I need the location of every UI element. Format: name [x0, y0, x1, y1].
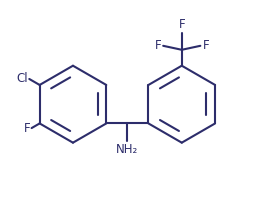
- Text: F: F: [24, 122, 30, 135]
- Text: F: F: [202, 39, 209, 52]
- Text: Cl: Cl: [16, 72, 28, 85]
- Text: NH₂: NH₂: [116, 143, 139, 156]
- Text: F: F: [154, 39, 161, 52]
- Text: F: F: [178, 18, 185, 31]
